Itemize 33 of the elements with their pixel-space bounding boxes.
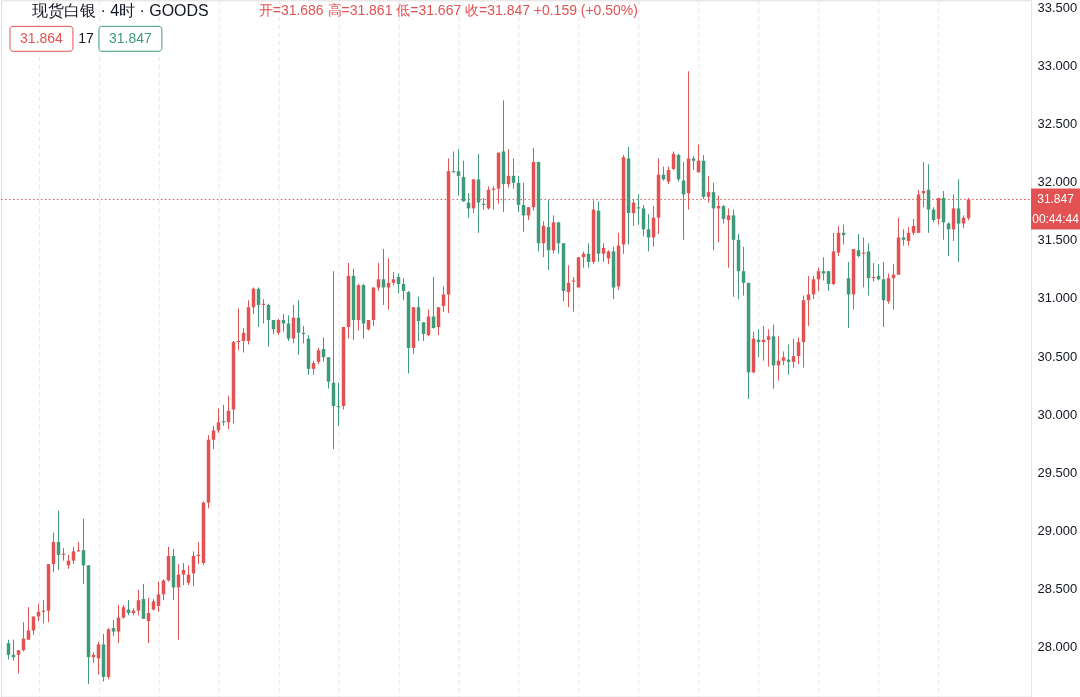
- candlestick: [181, 562, 186, 586]
- y-tick-label: 30.500: [1037, 348, 1078, 364]
- chart-subtitle: 开=31.686 高=31.861 低=31.667 收=31.847 +0.159 (+0.50%): [258, 2, 638, 19]
- y-tick-label: 33.500: [1037, 0, 1078, 15]
- candlestick: [821, 256, 826, 281]
- y-tick-label: 29.500: [1037, 464, 1078, 480]
- annotation: 17: [78, 30, 94, 47]
- candlestick: [806, 275, 811, 327]
- candlestick: [956, 178, 961, 263]
- candlestick: [26, 606, 31, 641]
- candlestick: [456, 148, 461, 197]
- annotation: 31.864: [20, 30, 64, 47]
- candlestick: [571, 276, 576, 313]
- y-tick-label: 32.500: [1037, 116, 1078, 132]
- annotation: 31.847: [109, 30, 152, 47]
- chart-title: 现货白银 · 4时 · GOODS: [31, 2, 209, 20]
- candlestick: [16, 649, 21, 674]
- candlestick: [791, 338, 796, 369]
- y-tick-label: 29.000: [1037, 522, 1078, 538]
- y-tick-label: 28.000: [1037, 639, 1078, 655]
- ref-line-label: 31.847: [1037, 192, 1075, 207]
- y-tick-label: 31.500: [1037, 232, 1078, 248]
- text: 00:44:44: [1032, 212, 1080, 227]
- y-tick-label: 28.500: [1037, 581, 1078, 597]
- y-tick-label: 32.000: [1037, 174, 1078, 190]
- candlestick: [601, 242, 606, 263]
- candlestick: [211, 425, 216, 450]
- y-tick-label: 30.000: [1037, 406, 1078, 422]
- candlestick: [726, 207, 731, 269]
- y-tick-label: 31.000: [1037, 290, 1078, 306]
- candlestick: [856, 233, 861, 258]
- candlestick: [766, 328, 771, 368]
- y-tick-label: 33.000: [1037, 57, 1078, 73]
